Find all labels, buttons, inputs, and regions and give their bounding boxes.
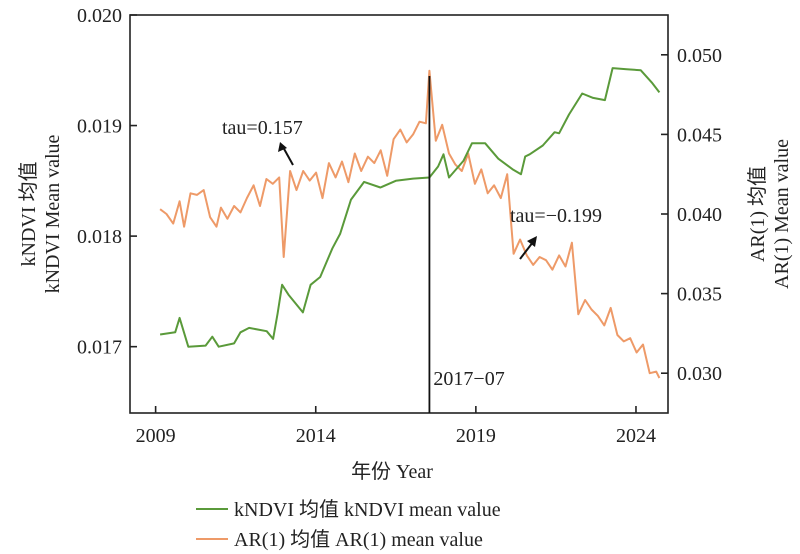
left-y-axis: 0.017 0.018 0.019 0.020 (77, 5, 137, 359)
left-tick-label: 0.017 (77, 337, 122, 359)
right-tick-label: 0.045 (677, 124, 722, 146)
series-line-ar1 (159, 69, 661, 379)
left-tick-label: 0.019 (77, 116, 122, 138)
right-tick-label: 0.050 (677, 45, 722, 67)
annotation-tau-positive: tau=0.157 (222, 117, 303, 139)
x-axis: 2009 2014 2019 2024 (136, 406, 656, 447)
left-axis-title: kNDVI 均值 kNDVI Mean value (17, 134, 64, 293)
annotation-arrow-positive (282, 146, 294, 166)
x-tick-label: 2009 (136, 425, 176, 447)
x-axis-title: 年份 Year (351, 460, 433, 483)
right-axis-title-line2: AR(1) Mean value (771, 139, 793, 289)
right-tick-label: 0.040 (677, 204, 722, 226)
legend: kNDVI 均值 kNDVI mean value AR(1) 均值 AR(1)… (196, 498, 501, 551)
series-line-kndvi (159, 67, 661, 348)
left-axis-title-line2: kNDVI Mean value (42, 134, 64, 293)
right-axis-title: AR(1) 均值 AR(1) Mean value (746, 139, 793, 289)
change-point-label: 2017−07 (433, 368, 504, 390)
right-tick-label: 0.035 (677, 284, 722, 306)
arrow-head-icon (527, 236, 537, 247)
right-tick-label: 0.030 (677, 363, 722, 385)
series-layer (159, 67, 661, 379)
right-axis-title-line1: AR(1) 均值 (746, 166, 769, 262)
x-tick-label: 2014 (296, 425, 336, 447)
left-axis-title-line1: kNDVI 均值 (17, 162, 40, 267)
right-y-axis: 0.030 0.035 0.040 0.045 0.050 (661, 45, 722, 385)
annotation-tau-negative: tau=−0.199 (510, 205, 602, 227)
change-point-layer: 2017−07 (428, 76, 505, 413)
left-tick-label: 0.018 (77, 226, 122, 248)
x-tick-label: 2024 (616, 425, 656, 447)
legend-label-kndvi: kNDVI 均值 kNDVI mean value (234, 498, 501, 521)
legend-label-ar1: AR(1) 均值 AR(1) mean value (234, 528, 483, 551)
left-tick-label: 0.020 (77, 5, 122, 27)
arrow-head-icon (278, 142, 287, 152)
annotation-arrow-negative (519, 241, 534, 260)
x-tick-label: 2019 (456, 425, 496, 447)
